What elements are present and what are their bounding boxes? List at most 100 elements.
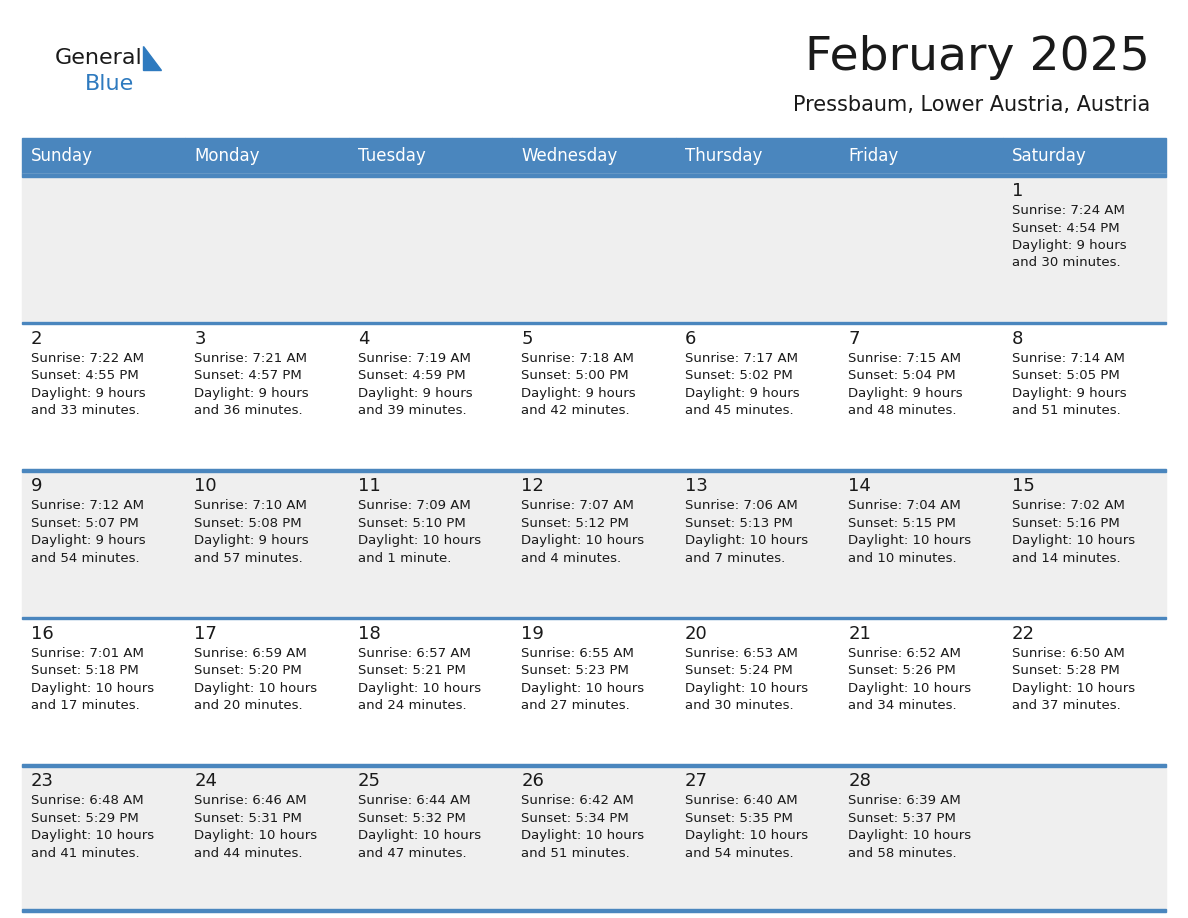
Text: and 30 minutes.: and 30 minutes. [1011,256,1120,270]
Text: Daylight: 9 hours: Daylight: 9 hours [522,386,636,399]
Text: and 4 minutes.: and 4 minutes. [522,552,621,565]
Text: 14: 14 [848,477,871,495]
Text: and 34 minutes.: and 34 minutes. [848,700,956,712]
Text: Sunrise: 6:48 AM: Sunrise: 6:48 AM [31,794,144,808]
Text: Daylight: 9 hours: Daylight: 9 hours [358,386,473,399]
Text: and 14 minutes.: and 14 minutes. [1011,552,1120,565]
Text: 3: 3 [195,330,206,348]
Text: Daylight: 10 hours: Daylight: 10 hours [195,829,317,843]
Text: Sunrise: 6:39 AM: Sunrise: 6:39 AM [848,794,961,808]
Text: Daylight: 10 hours: Daylight: 10 hours [522,682,644,695]
Text: 20: 20 [684,625,708,643]
Text: 19: 19 [522,625,544,643]
Text: Sunrise: 7:09 AM: Sunrise: 7:09 AM [358,499,470,512]
Text: and 54 minutes.: and 54 minutes. [31,552,140,565]
Bar [23,138,185,174]
Text: Sunday: Sunday [31,147,93,165]
Text: 2: 2 [31,330,43,348]
Bar [23,174,1165,176]
Text: and 7 minutes.: and 7 minutes. [684,552,785,565]
Bar [676,138,839,174]
Text: and 39 minutes.: and 39 minutes. [358,404,467,417]
Text: Daylight: 9 hours: Daylight: 9 hours [684,386,800,399]
Text: General: General [55,48,143,68]
Text: Sunset: 5:16 PM: Sunset: 5:16 PM [1011,517,1119,530]
Text: February 2025: February 2025 [805,36,1150,81]
Text: Monday: Monday [195,147,260,165]
Text: 26: 26 [522,772,544,790]
Text: Sunset: 5:15 PM: Sunset: 5:15 PM [848,517,956,530]
Bar [512,138,676,174]
Text: 21: 21 [848,625,871,643]
Text: Blue: Blue [86,74,134,94]
Bar [23,469,1165,617]
Text: and 24 minutes.: and 24 minutes. [358,700,467,712]
Text: Sunset: 4:54 PM: Sunset: 4:54 PM [1011,221,1119,234]
Bar [23,469,1165,472]
Text: Sunrise: 6:52 AM: Sunrise: 6:52 AM [848,647,961,660]
Text: Sunrise: 7:12 AM: Sunrise: 7:12 AM [31,499,144,512]
Text: Daylight: 10 hours: Daylight: 10 hours [358,682,481,695]
Text: and 30 minutes.: and 30 minutes. [684,700,794,712]
Text: Daylight: 10 hours: Daylight: 10 hours [522,534,644,547]
Text: Sunset: 5:13 PM: Sunset: 5:13 PM [684,517,792,530]
Text: 10: 10 [195,477,217,495]
Text: and 37 minutes.: and 37 minutes. [1011,700,1120,712]
Bar [23,174,1165,321]
Text: Sunrise: 7:15 AM: Sunrise: 7:15 AM [848,352,961,364]
Text: Sunset: 5:37 PM: Sunset: 5:37 PM [848,812,956,825]
Text: 18: 18 [358,625,380,643]
Text: Sunrise: 6:53 AM: Sunrise: 6:53 AM [684,647,797,660]
Text: Daylight: 10 hours: Daylight: 10 hours [31,829,154,843]
Text: 23: 23 [31,772,53,790]
Text: Sunrise: 6:59 AM: Sunrise: 6:59 AM [195,647,308,660]
Text: Daylight: 10 hours: Daylight: 10 hours [31,682,154,695]
Text: Friday: Friday [848,147,898,165]
Text: Daylight: 10 hours: Daylight: 10 hours [1011,534,1135,547]
Text: Daylight: 10 hours: Daylight: 10 hours [848,534,972,547]
Text: 7: 7 [848,330,860,348]
Text: Daylight: 9 hours: Daylight: 9 hours [848,386,962,399]
Text: and 20 minutes.: and 20 minutes. [195,700,303,712]
Text: Sunset: 5:10 PM: Sunset: 5:10 PM [358,517,466,530]
Text: 1: 1 [1011,182,1023,200]
Text: Daylight: 9 hours: Daylight: 9 hours [1011,386,1126,399]
Text: 13: 13 [684,477,708,495]
Text: Daylight: 9 hours: Daylight: 9 hours [1011,239,1126,252]
Bar [23,909,1165,912]
Text: Sunrise: 7:18 AM: Sunrise: 7:18 AM [522,352,634,364]
Text: 8: 8 [1011,330,1023,348]
Text: Sunrise: 7:07 AM: Sunrise: 7:07 AM [522,499,634,512]
Text: Sunset: 5:02 PM: Sunset: 5:02 PM [684,369,792,382]
Text: Sunrise: 7:04 AM: Sunrise: 7:04 AM [848,499,961,512]
Text: Sunrise: 7:19 AM: Sunrise: 7:19 AM [358,352,470,364]
Bar [23,617,1165,620]
Text: Daylight: 10 hours: Daylight: 10 hours [195,682,317,695]
Text: Sunrise: 6:50 AM: Sunrise: 6:50 AM [1011,647,1124,660]
Text: Sunset: 4:57 PM: Sunset: 4:57 PM [195,369,302,382]
Text: and 17 minutes.: and 17 minutes. [31,700,140,712]
Text: Sunrise: 6:55 AM: Sunrise: 6:55 AM [522,647,634,660]
Text: and 51 minutes.: and 51 minutes. [522,847,630,860]
Text: 17: 17 [195,625,217,643]
Text: Daylight: 10 hours: Daylight: 10 hours [1011,682,1135,695]
Text: and 58 minutes.: and 58 minutes. [848,847,956,860]
Text: Daylight: 10 hours: Daylight: 10 hours [522,829,644,843]
Text: and 41 minutes.: and 41 minutes. [31,847,140,860]
Text: Sunset: 5:20 PM: Sunset: 5:20 PM [195,665,302,677]
Text: Sunrise: 6:46 AM: Sunrise: 6:46 AM [195,794,307,808]
Bar [185,138,349,174]
Text: Daylight: 10 hours: Daylight: 10 hours [358,829,481,843]
Text: Sunset: 4:55 PM: Sunset: 4:55 PM [31,369,139,382]
Text: 11: 11 [358,477,380,495]
Text: 15: 15 [1011,477,1035,495]
Text: and 57 minutes.: and 57 minutes. [195,552,303,565]
Text: 9: 9 [31,477,43,495]
Text: Sunset: 5:12 PM: Sunset: 5:12 PM [522,517,630,530]
Text: and 10 minutes.: and 10 minutes. [848,552,956,565]
Text: Sunrise: 6:40 AM: Sunrise: 6:40 AM [684,794,797,808]
Text: and 47 minutes.: and 47 minutes. [358,847,467,860]
Text: 5: 5 [522,330,532,348]
Text: 27: 27 [684,772,708,790]
Text: Sunset: 5:23 PM: Sunset: 5:23 PM [522,665,630,677]
